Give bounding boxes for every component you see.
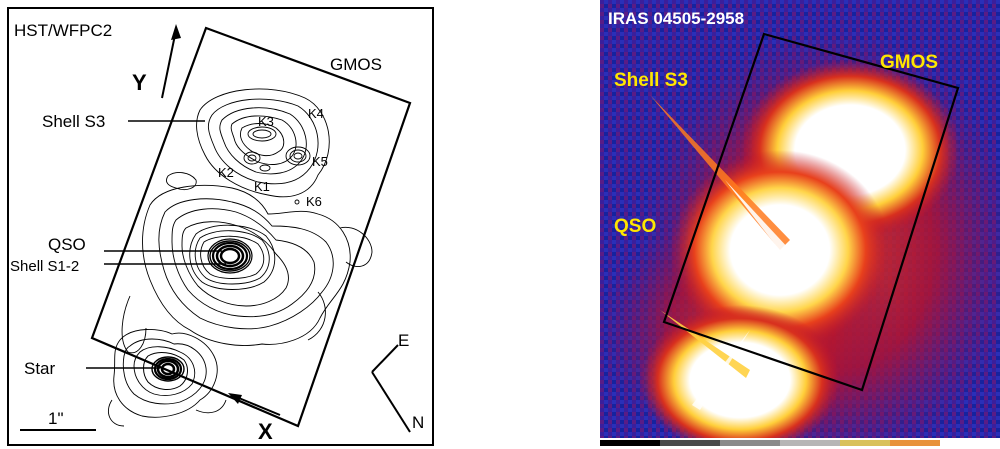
instrument-label: HST/WFPC2 (14, 21, 112, 40)
east-label: E (398, 331, 409, 350)
hst-contour-panel: HST/WFPC2 GMOS Y X Shell S3 K3 K4 K5 K2 … (0, 0, 440, 449)
y-axis-arrow (161, 24, 181, 99)
qso-nucleus-contours (189, 224, 276, 290)
gmos-label: GMOS (330, 55, 382, 74)
image-title: IRAS 04505-2958 (608, 9, 744, 28)
qso-label: QSO (48, 235, 86, 254)
qso-label: QSO (614, 216, 656, 237)
gmos-label: GMOS (880, 52, 938, 73)
scale-label: 1" (48, 409, 64, 428)
north-label: N (412, 413, 424, 432)
compass (371, 344, 411, 433)
star-label: Star (24, 359, 56, 378)
color-bar (600, 438, 1000, 449)
host-envelope-contours (121, 172, 373, 354)
iras-false-color-image: IRAS 04505-2958 Shell S3 GMOS QSO (600, 0, 1000, 449)
shell-s3-label: Shell S3 (42, 112, 105, 131)
shell-s3-contours (196, 88, 330, 205)
gmos-field-box (662, 32, 960, 392)
star-emission (640, 305, 840, 449)
knot-k5-label: K5 (312, 154, 328, 169)
knot-k4-label: K4 (308, 106, 324, 121)
knot-k6-label: K6 (306, 194, 322, 209)
x-axis-arrow (228, 393, 281, 416)
iras-image-panel: IRAS 04505-2958 Shell S3 GMOS QSO (600, 0, 1000, 449)
star-contours (108, 329, 227, 427)
contour-figure: HST/WFPC2 GMOS Y X Shell S3 K3 K4 K5 K2 … (7, 7, 434, 446)
knot-k3-label: K3 (258, 114, 274, 129)
gmos-field-box (90, 26, 412, 428)
figure-frame (7, 7, 434, 446)
shell-s12-label: Shell S1-2 (10, 258, 79, 275)
x-axis-label: X (258, 419, 273, 444)
y-axis-label: Y (132, 70, 147, 95)
leader-lines (86, 120, 226, 369)
diffraction-spikes (650, 95, 790, 410)
shell-s3-label: Shell S3 (614, 70, 688, 91)
knot-k1-label: K1 (254, 179, 270, 194)
knot-k2-label: K2 (218, 165, 234, 180)
